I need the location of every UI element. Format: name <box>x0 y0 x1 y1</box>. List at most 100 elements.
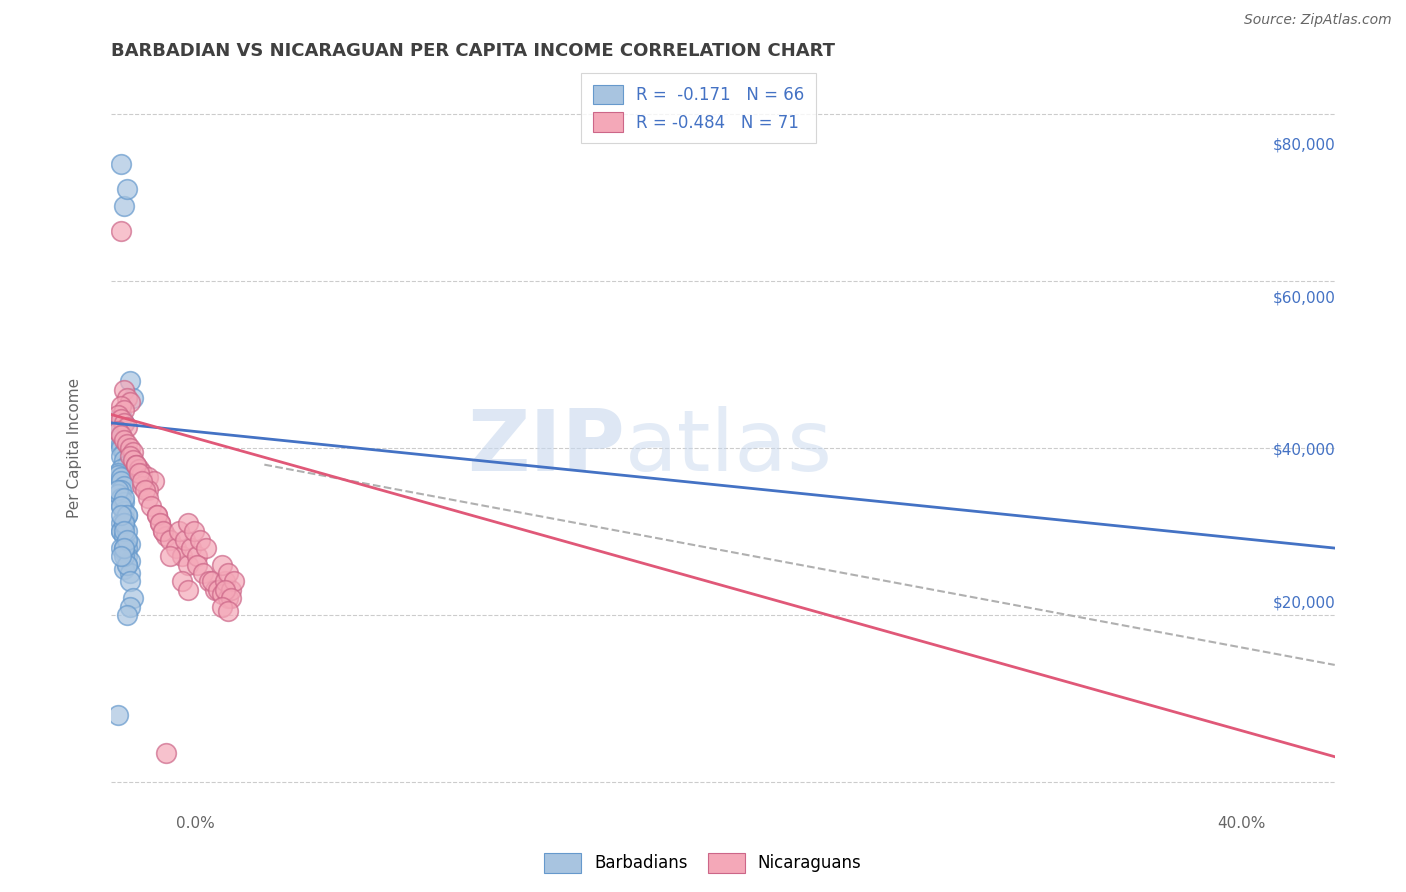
Point <box>112 562 135 576</box>
Point <box>115 182 138 196</box>
Point <box>188 533 211 547</box>
Point <box>131 466 153 480</box>
Point <box>121 591 143 606</box>
Point <box>115 437 138 451</box>
Point <box>115 458 138 472</box>
Point <box>112 528 135 542</box>
Point <box>118 395 141 409</box>
Point <box>110 491 132 505</box>
Point <box>110 524 132 539</box>
Point <box>186 558 208 572</box>
Point <box>214 582 236 597</box>
Point <box>115 558 138 572</box>
Point <box>115 508 138 522</box>
Point <box>143 475 166 489</box>
Point <box>177 558 200 572</box>
Point <box>107 483 129 497</box>
Legend: R =  -0.171   N = 66, R = -0.484   N = 71: R = -0.171 N = 66, R = -0.484 N = 71 <box>581 73 815 144</box>
Point <box>121 391 143 405</box>
Point <box>146 508 169 522</box>
Point <box>195 541 218 555</box>
Point <box>110 500 132 514</box>
Point <box>211 558 233 572</box>
Text: $40,000: $40,000 <box>1272 443 1336 458</box>
Point <box>110 470 132 484</box>
Point <box>112 383 135 397</box>
Point <box>112 199 135 213</box>
Text: 0.0%: 0.0% <box>176 816 215 831</box>
Point <box>115 420 138 434</box>
Point <box>118 441 141 455</box>
Point <box>186 549 208 564</box>
Point <box>118 537 141 551</box>
Point <box>180 541 202 555</box>
Point <box>107 487 129 501</box>
Point <box>107 467 129 482</box>
Point <box>222 574 245 589</box>
Point <box>217 566 239 581</box>
Point <box>110 475 132 489</box>
Point <box>110 428 132 442</box>
Point <box>136 483 159 497</box>
Point <box>115 607 138 622</box>
Point <box>112 478 135 492</box>
Point <box>128 462 150 476</box>
Point <box>211 599 233 614</box>
Point <box>110 483 132 497</box>
Point <box>118 374 141 388</box>
Point <box>115 533 138 547</box>
Text: Per Capita Income: Per Capita Income <box>67 378 82 518</box>
Point <box>112 491 135 505</box>
Point <box>107 408 129 422</box>
Point <box>110 408 132 422</box>
Point <box>110 462 132 476</box>
Point <box>110 441 132 455</box>
Point <box>110 500 132 514</box>
Text: Source: ZipAtlas.com: Source: ZipAtlas.com <box>1244 13 1392 28</box>
Point <box>118 566 141 581</box>
Point <box>121 453 143 467</box>
Point <box>146 508 169 522</box>
Point <box>107 424 129 438</box>
Point <box>118 599 141 614</box>
Text: 40.0%: 40.0% <box>1218 816 1265 831</box>
Point <box>112 545 135 559</box>
Point <box>149 516 172 530</box>
Text: ZIP: ZIP <box>467 407 626 490</box>
Point <box>115 391 138 405</box>
Point <box>165 541 187 555</box>
Point <box>112 416 135 430</box>
Point <box>115 508 138 522</box>
Point <box>136 470 159 484</box>
Point <box>152 524 174 539</box>
Point <box>214 574 236 589</box>
Point <box>170 549 193 564</box>
Point <box>110 516 132 530</box>
Point <box>112 403 135 417</box>
Point <box>118 553 141 567</box>
Point <box>155 528 177 542</box>
Point <box>207 582 229 597</box>
Point <box>110 450 132 464</box>
Point <box>112 453 135 467</box>
Point <box>112 503 135 517</box>
Point <box>112 541 135 555</box>
Point <box>131 478 153 492</box>
Point <box>107 466 129 480</box>
Point <box>115 549 138 564</box>
Point <box>115 558 138 572</box>
Point <box>159 549 181 564</box>
Point <box>159 533 181 547</box>
Point <box>118 574 141 589</box>
Point <box>110 399 132 413</box>
Point <box>125 458 148 472</box>
Point <box>110 411 132 425</box>
Point <box>110 508 132 522</box>
Point <box>211 587 233 601</box>
Point <box>155 746 177 760</box>
Point <box>177 516 200 530</box>
Point <box>152 524 174 539</box>
Point <box>112 516 135 530</box>
Point <box>217 604 239 618</box>
Point <box>112 416 135 430</box>
